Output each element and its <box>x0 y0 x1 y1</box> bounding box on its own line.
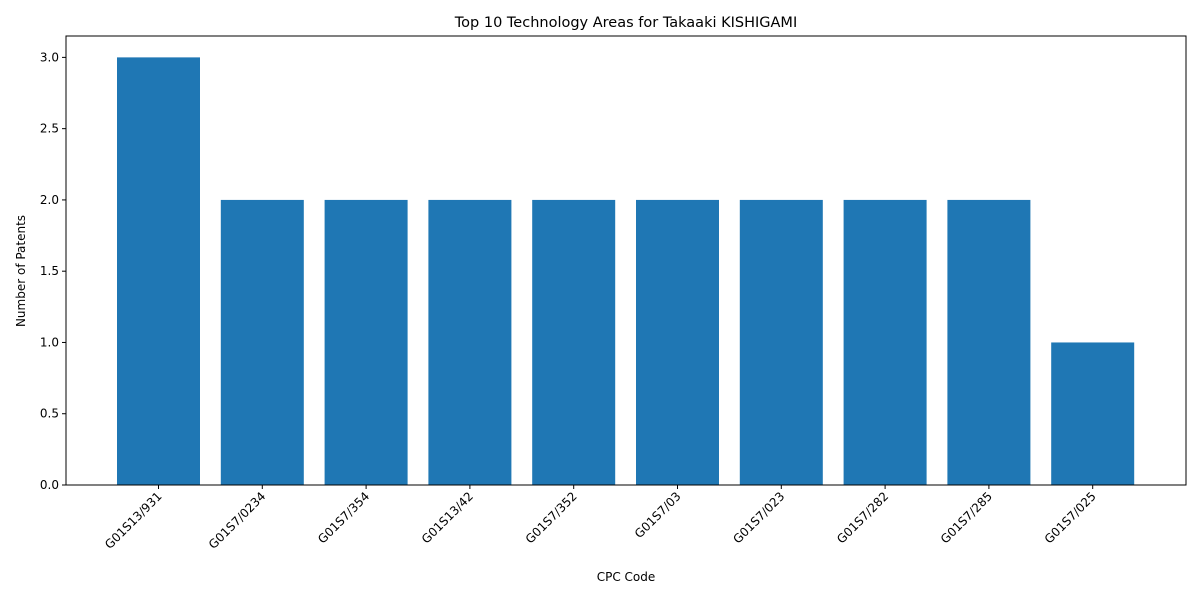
bar-g01s7-354 <box>325 200 408 485</box>
chart-title: Top 10 Technology Areas for Takaaki KISH… <box>454 15 797 31</box>
x-tick-label: G01S7/352 <box>523 489 580 546</box>
bar-g01s7-285 <box>947 200 1030 485</box>
x-tick-label: G01S13/931 <box>102 489 165 552</box>
x-tick-label: G01S7/03 <box>632 489 684 541</box>
bar-g01s7-023 <box>740 200 823 485</box>
x-tick-label: G01S13/42 <box>419 489 476 546</box>
y-axis-title: Number of Patents <box>14 215 28 327</box>
y-tick-label: 3.0 <box>40 50 59 64</box>
x-tick-label: G01S7/285 <box>938 489 995 546</box>
x-tick-label: G01S7/025 <box>1042 489 1099 546</box>
y-tick-label: 1.5 <box>40 264 59 278</box>
bar-g01s7-03 <box>636 200 719 485</box>
bar-g01s7-282 <box>844 200 927 485</box>
bar-g01s7-0234 <box>221 200 304 485</box>
bar-g01s7-352 <box>532 200 615 485</box>
y-tick-label: 2.5 <box>40 122 59 136</box>
y-tick-label: 0.0 <box>40 478 59 492</box>
bar-g01s7-025 <box>1051 342 1134 485</box>
bar-g01s13-931 <box>117 57 200 485</box>
y-tick-label: 2.0 <box>40 193 59 207</box>
y-tick-label: 0.5 <box>40 407 59 421</box>
x-tick-label: G01S7/0234 <box>206 489 269 552</box>
x-axis-title: CPC Code <box>597 570 656 584</box>
bars-group <box>117 57 1134 485</box>
x-tick-label: G01S7/354 <box>315 489 372 546</box>
x-tick-label: G01S7/282 <box>834 489 891 546</box>
bar-g01s13-42 <box>428 200 511 485</box>
x-tick-label: G01S7/023 <box>730 489 787 546</box>
x-axis: G01S13/931 G01S7/0234 G01S7/354 G01S13/42 G0… <box>102 485 1099 552</box>
y-axis: 0.0 0.5 1.0 1.5 2.0 2.5 3.0 <box>40 50 66 492</box>
y-tick-label: 1.0 <box>40 335 59 349</box>
